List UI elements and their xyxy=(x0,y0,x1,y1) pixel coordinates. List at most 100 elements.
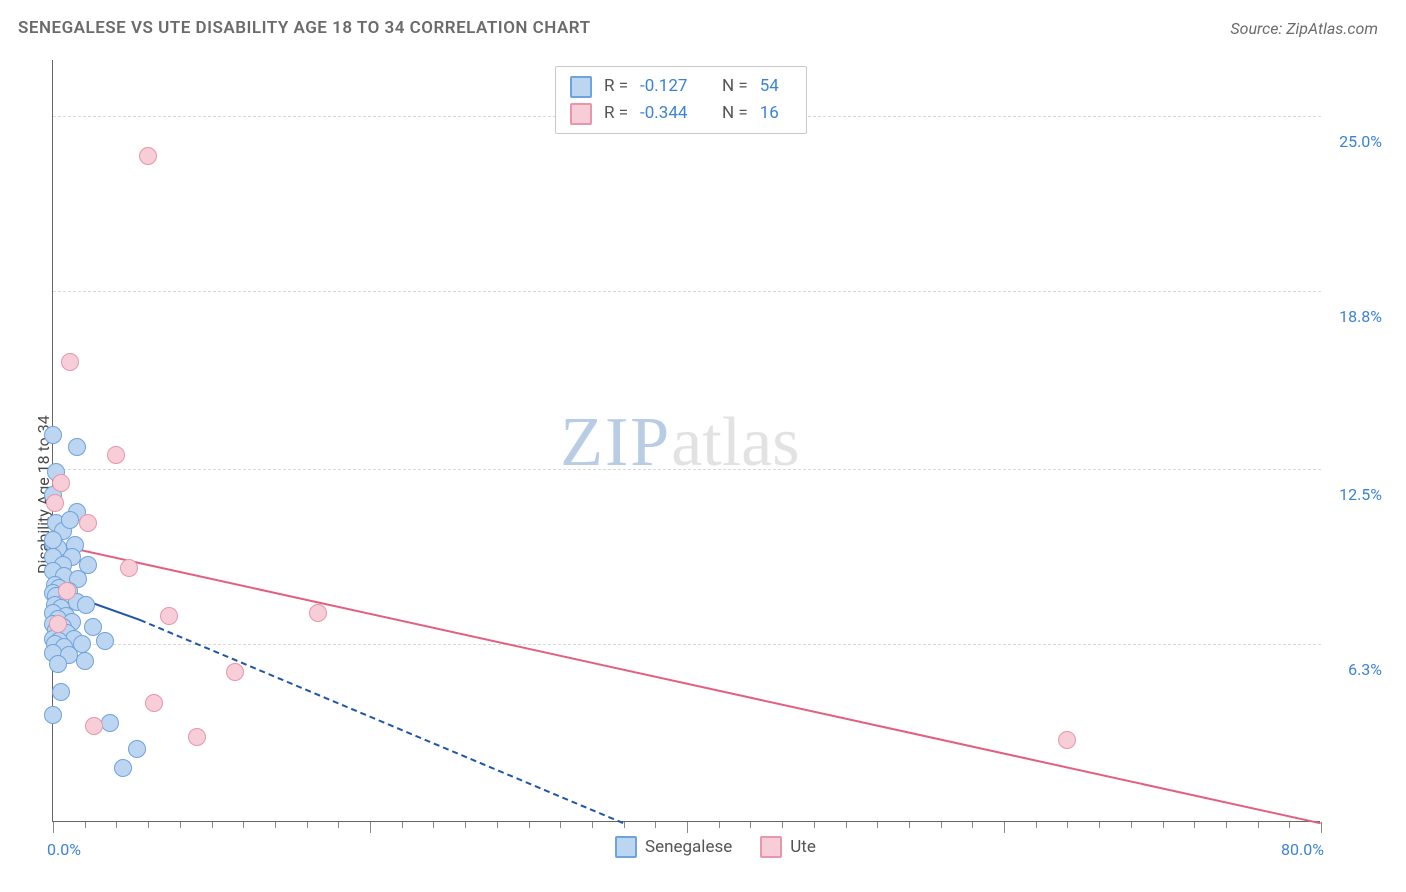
y-tick-label: 6.3% xyxy=(1348,660,1382,679)
legend-series-item: Senegalese xyxy=(615,836,732,858)
trend-line xyxy=(140,619,624,824)
x-tick-minor xyxy=(465,822,466,828)
gridline xyxy=(53,291,1321,292)
x-tick-minor xyxy=(1099,822,1100,828)
x-tick-minor xyxy=(655,822,656,828)
x-tick-minor xyxy=(1067,822,1068,828)
x-tick-minor xyxy=(338,822,339,828)
x-tick-major xyxy=(1321,822,1322,833)
legend-n-label: N = xyxy=(722,100,748,127)
data-point xyxy=(44,531,62,549)
x-tick-minor xyxy=(148,822,149,828)
x-tick-major xyxy=(370,822,371,833)
data-point xyxy=(128,740,146,758)
x-tick-minor xyxy=(1194,822,1195,828)
trend-line xyxy=(53,543,1321,824)
x-max-label: 80.0% xyxy=(1281,840,1324,859)
x-tick-minor xyxy=(877,822,878,828)
x-tick-minor xyxy=(750,822,751,828)
data-point xyxy=(52,474,70,492)
x-tick-minor xyxy=(782,822,783,828)
x-tick-minor xyxy=(719,822,720,828)
data-point xyxy=(107,446,125,464)
x-tick-minor xyxy=(624,822,625,828)
x-tick-minor xyxy=(243,822,244,828)
legend-series: Senegalese Ute xyxy=(615,836,816,858)
data-point xyxy=(226,663,244,681)
x-tick-minor xyxy=(180,822,181,828)
data-point xyxy=(101,714,119,732)
x-tick-minor xyxy=(1226,822,1227,828)
legend-stats-row: R =-0.127N =54 xyxy=(570,73,792,100)
data-point xyxy=(1058,731,1076,749)
x-tick-minor xyxy=(814,822,815,828)
x-tick-minor xyxy=(1289,822,1290,828)
legend-swatch xyxy=(760,836,782,858)
x-tick-minor xyxy=(1036,822,1037,828)
data-point xyxy=(188,728,206,746)
legend-r-value: -0.127 xyxy=(640,73,710,100)
legend-stats-row: R = -0.344 N = 16 xyxy=(570,100,792,127)
x-tick-minor xyxy=(116,822,117,828)
plot-area: ZIPatlas 6.3%12.5%18.8%25.0%0.0%80.0%R =… xyxy=(52,60,1320,822)
x-tick-minor xyxy=(497,822,498,828)
legend-swatch xyxy=(615,836,637,858)
legend-swatch xyxy=(570,103,592,125)
data-point xyxy=(145,694,163,712)
x-tick-minor xyxy=(85,822,86,828)
legend-series-item: Ute xyxy=(760,836,816,858)
data-point xyxy=(96,632,114,650)
data-point xyxy=(77,596,95,614)
legend-r-label: R = xyxy=(604,100,628,127)
x-tick-minor xyxy=(909,822,910,828)
gridline xyxy=(53,469,1321,470)
legend-n-label: N = xyxy=(722,73,748,100)
watermark: ZIPatlas xyxy=(560,403,799,483)
data-point xyxy=(44,426,62,444)
y-tick-label: 18.8% xyxy=(1339,307,1382,326)
x-tick-major xyxy=(53,822,54,833)
x-tick-minor xyxy=(846,822,847,828)
y-tick-label: 12.5% xyxy=(1339,485,1382,504)
x-tick-minor xyxy=(212,822,213,828)
data-point xyxy=(309,604,327,622)
chart-title: SENEGALESE VS UTE DISABILITY AGE 18 TO 3… xyxy=(18,18,591,38)
data-point xyxy=(52,683,70,701)
x-tick-minor xyxy=(275,822,276,828)
gridline xyxy=(53,644,1321,645)
x-tick-major xyxy=(687,822,688,833)
data-point xyxy=(61,353,79,371)
legend-series-label: Ute xyxy=(790,837,816,857)
x-tick-minor xyxy=(529,822,530,828)
x-tick-minor xyxy=(1258,822,1259,828)
chart-source: Source: ZipAtlas.com xyxy=(1230,19,1378,38)
data-point xyxy=(139,147,157,165)
data-point xyxy=(44,706,62,724)
legend-n-value: 16 xyxy=(760,100,792,127)
data-point xyxy=(85,717,103,735)
data-point xyxy=(46,494,64,512)
legend-swatch xyxy=(570,76,592,98)
legend-r-label: R = xyxy=(604,73,628,100)
x-tick-minor xyxy=(560,822,561,828)
x-tick-minor xyxy=(941,822,942,828)
data-point xyxy=(49,615,67,633)
data-point xyxy=(58,582,76,600)
data-point xyxy=(68,438,86,456)
x-tick-minor xyxy=(402,822,403,828)
data-point xyxy=(73,635,91,653)
data-point xyxy=(76,652,94,670)
data-point xyxy=(61,511,79,529)
data-point xyxy=(49,655,67,673)
legend-stats: R =-0.127N =54R =-0.344N =16 xyxy=(555,66,807,134)
data-point xyxy=(160,607,178,625)
y-tick-label: 25.0% xyxy=(1339,132,1382,151)
x-tick-minor xyxy=(1131,822,1132,828)
x-tick-minor xyxy=(433,822,434,828)
legend-series-label: Senegalese xyxy=(645,837,732,857)
x-tick-minor xyxy=(1163,822,1164,828)
legend-r-value: -0.344 xyxy=(640,100,710,127)
x-tick-major xyxy=(1004,822,1005,833)
x-tick-minor xyxy=(972,822,973,828)
x-tick-minor xyxy=(307,822,308,828)
